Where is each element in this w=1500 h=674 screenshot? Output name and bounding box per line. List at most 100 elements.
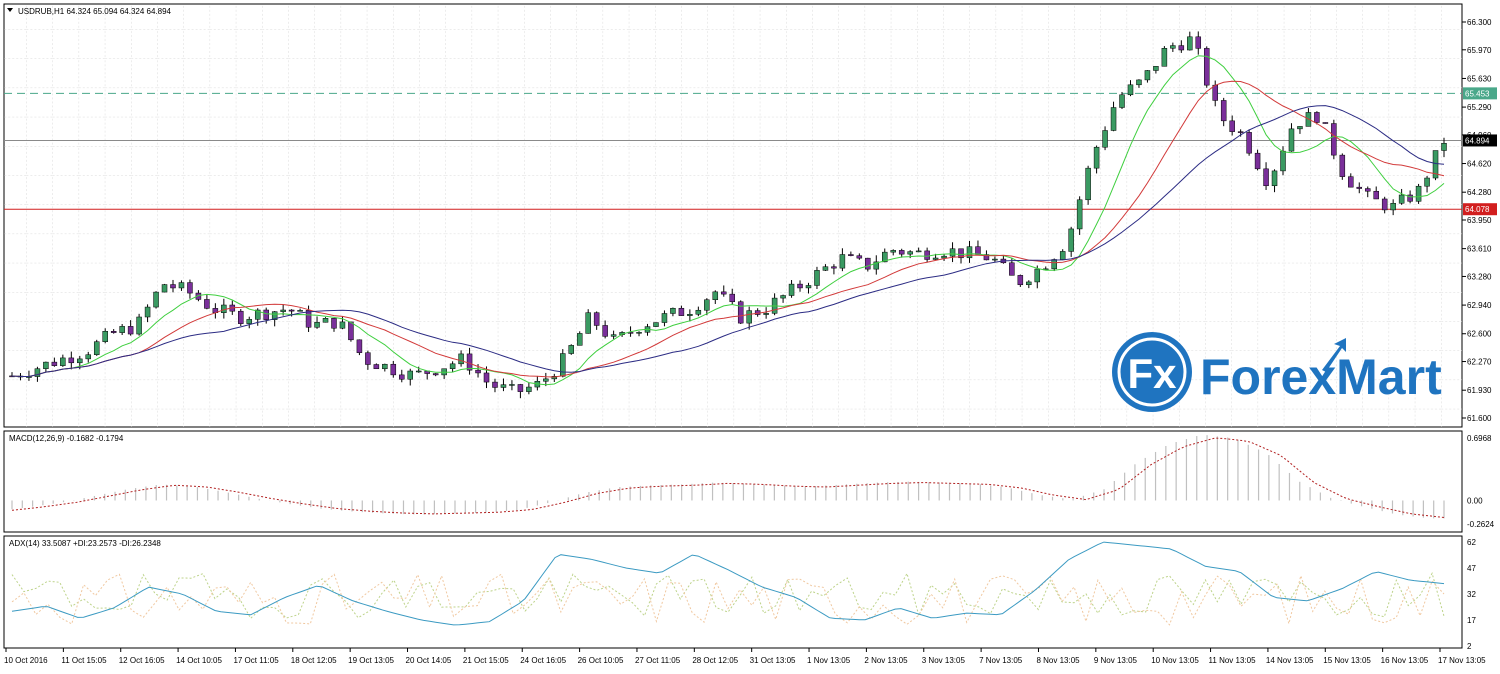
adx-header: ADX(14) 33.5087 +DI:23.2573 -DI:26.2348: [9, 539, 161, 548]
candle-body: [822, 266, 829, 271]
x-tick-label: 20 Oct 14:05: [406, 656, 452, 665]
candle-body: [51, 361, 58, 366]
candle-body: [746, 310, 752, 324]
candle-body: [1220, 100, 1227, 122]
candle-body: [1026, 281, 1032, 286]
logo-arrow-icon: [1322, 338, 1346, 372]
candle-body: [704, 299, 710, 311]
candle-body: [110, 331, 117, 333]
adx-tick-label: 17: [1467, 616, 1476, 625]
candle-body: [1424, 177, 1430, 187]
candle-body: [924, 250, 930, 260]
candle-body: [280, 309, 286, 312]
candle-body: [856, 255, 863, 259]
candle-body: [1263, 168, 1269, 187]
adx-tick-label: 2: [1467, 642, 1472, 651]
candle-body: [1170, 45, 1176, 49]
price-tick-label: 64.960: [1467, 131, 1492, 140]
forexmart-logo-badge: [1112, 332, 1192, 412]
price-label-current: 64.894: [1465, 136, 1490, 145]
candle-body: [966, 246, 973, 259]
candle-body: [93, 341, 100, 355]
candle-body: [356, 339, 363, 353]
adx-tick-label: 62: [1467, 538, 1476, 547]
candle-body: [1364, 188, 1371, 192]
candle-body: [788, 283, 795, 296]
candle-body: [610, 334, 617, 337]
candle-body: [178, 282, 185, 289]
candle-body: [161, 284, 168, 293]
price-tick-label: 65.630: [1467, 74, 1492, 83]
forexmart-logo-text: ForexMart: [1200, 349, 1442, 405]
candle-body: [958, 248, 964, 259]
symbol-header: USDRUB,H1 64.324 65.094 64.324 64.894: [18, 7, 172, 16]
x-tick-label: 19 Oct 13:05: [348, 656, 394, 665]
candle-body: [1331, 123, 1337, 156]
candle-body: [136, 316, 142, 335]
candle-body: [890, 250, 896, 253]
x-tick-label: 18 Oct 12:05: [291, 656, 337, 665]
candle-body: [483, 372, 490, 383]
candle-body: [60, 357, 66, 366]
candle-body: [204, 299, 210, 309]
price-label-box-current: [1463, 134, 1497, 147]
candle-body: [653, 322, 659, 327]
macd-tick-label: 0.00: [1467, 496, 1483, 505]
candle-body: [1288, 128, 1295, 152]
x-tick-label: 21 Oct 15:05: [463, 656, 509, 665]
candle-body: [1229, 120, 1235, 132]
candle-body: [585, 312, 591, 334]
candle-body: [661, 313, 668, 323]
candle-body: [466, 353, 473, 371]
candle-body: [500, 384, 507, 388]
candle-body: [975, 246, 981, 255]
candle-body: [560, 353, 566, 377]
candle-body: [1178, 45, 1185, 51]
candle-body: [1017, 275, 1024, 286]
candle-body: [1280, 150, 1286, 172]
macd-tick-label: 0.6968: [1467, 434, 1492, 443]
candle-body: [1297, 126, 1303, 130]
candle-body: [763, 313, 769, 315]
candle-body: [1246, 132, 1252, 154]
candle-body: [365, 352, 371, 365]
candle-body: [949, 248, 956, 257]
price-label-box-support: [1463, 203, 1497, 216]
candle-body: [992, 258, 998, 261]
candle-body: [907, 251, 913, 255]
candle-body: [1407, 194, 1413, 202]
candle-body: [102, 331, 108, 342]
macd-tick-label: -0.2624: [1467, 520, 1495, 529]
candle-body: [932, 257, 939, 260]
price-tick-label: 62.270: [1467, 358, 1492, 367]
candle-body: [1415, 185, 1422, 202]
candle-body: [1271, 170, 1278, 187]
forexmart-logo: Fx ForexMart: [1112, 332, 1442, 412]
candle-body: [305, 310, 312, 328]
price-label-support: 64.078: [1465, 205, 1490, 214]
x-tick-label: 7 Nov 13:05: [979, 656, 1023, 665]
candle-body: [1348, 176, 1354, 188]
candle-body: [348, 321, 354, 341]
candle-body: [865, 257, 871, 270]
candle-body: [1034, 268, 1041, 283]
candle-body: [127, 326, 134, 335]
candle-body: [915, 250, 922, 253]
forexmart-logo-badge-text: Fx: [1127, 350, 1177, 397]
candle-body: [85, 354, 92, 360]
candle-body: [712, 291, 719, 301]
candle-body: [43, 361, 49, 369]
candle-body: [153, 291, 159, 308]
candle-body: [1009, 262, 1015, 276]
candle-body: [1068, 228, 1074, 252]
minus-di-line: [11, 573, 1445, 626]
x-tick-label: 15 Nov 13:05: [1323, 656, 1371, 665]
price-tick-label: 64.620: [1467, 160, 1492, 169]
macd-header: MACD(12,26,9) -0.1682 -0.1794: [9, 434, 124, 443]
ma-fast-line: [11, 55, 1445, 386]
candle-body: [1187, 36, 1193, 51]
candle-body: [1127, 84, 1134, 96]
ma-mid-line: [11, 80, 1445, 378]
collapse-triangle-icon[interactable]: [7, 8, 13, 12]
candle-body: [593, 312, 600, 326]
